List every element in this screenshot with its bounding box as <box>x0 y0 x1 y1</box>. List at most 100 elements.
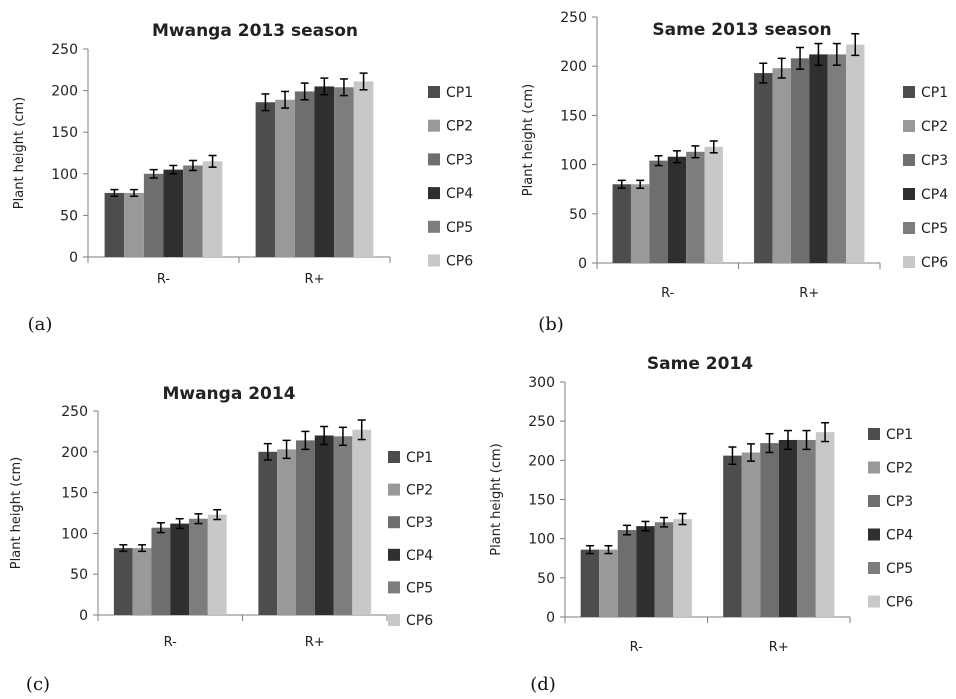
y-tick-label: 50 <box>537 571 555 587</box>
legend-label: CP5 <box>921 221 948 237</box>
bar-cp3-r-minus <box>649 160 668 263</box>
y-tick-label: 0 <box>69 250 78 266</box>
x-tick-label: R+ <box>799 286 819 301</box>
bar-cp4-r-minus <box>667 156 687 263</box>
legend-swatch <box>868 595 880 608</box>
bar-cp1-r-plus <box>255 102 276 257</box>
legend-label: CP2 <box>446 119 473 135</box>
chart-title: Same 2014 <box>647 354 753 374</box>
y-tick-label: 150 <box>61 486 88 502</box>
bar-cp4-r-minus <box>163 169 184 257</box>
legend-label: CP1 <box>886 427 913 443</box>
bar-cp4-r-minus <box>636 526 655 617</box>
bar-cp3-r-minus <box>151 527 171 615</box>
legend-swatch <box>428 187 440 200</box>
y-tick-label: 300 <box>528 375 555 391</box>
x-tick-label: R+ <box>305 272 325 287</box>
y-axis-label: Plant height (cm) <box>521 84 536 196</box>
y-tick-label: 250 <box>61 404 88 420</box>
legend-swatch <box>868 495 880 507</box>
x-tick-label: R- <box>164 635 178 650</box>
bar-cp4-r-plus <box>809 54 828 263</box>
legend-label: CP1 <box>921 85 948 101</box>
bar-cp2-r-minus <box>124 192 144 257</box>
x-tick-label: R- <box>630 640 644 655</box>
y-tick-label: 50 <box>569 207 587 223</box>
y-axis-label: Plant height (cm) <box>12 97 27 209</box>
legend-swatch <box>388 451 400 463</box>
legend-label: CP5 <box>886 561 913 577</box>
legend-swatch <box>388 548 400 561</box>
legend-label: CP3 <box>446 152 473 168</box>
y-tick-label: 50 <box>60 208 78 224</box>
bar-cp1-r-minus <box>612 184 631 263</box>
bar-cp3-r-plus <box>295 440 315 615</box>
bar-cp6-r-plus <box>353 81 374 257</box>
legend-swatch <box>428 220 440 233</box>
bar-cp2-r-minus <box>132 548 152 615</box>
bar-cp6-r-minus <box>673 519 692 617</box>
x-tick-label: R- <box>661 286 675 301</box>
y-tick-label: 200 <box>51 84 78 100</box>
legend-swatch <box>868 562 880 574</box>
legend: CP1 CP2 CP3 CP4 CP5 CP6 <box>428 85 473 270</box>
legend-label: CP4 <box>446 186 473 202</box>
legend-label: CP6 <box>446 254 473 270</box>
legend: CP1 CP2 CP3 CP4 CP5 CP6 <box>903 85 948 271</box>
legend-label: CP3 <box>921 153 948 169</box>
x-tick-label: R+ <box>769 640 789 655</box>
bar-cp5-r-plus <box>333 436 353 615</box>
legend-swatch <box>903 188 915 200</box>
legend-label: CP2 <box>886 461 913 477</box>
y-tick-label: 0 <box>79 608 88 624</box>
legend-label: CP6 <box>406 613 433 629</box>
legend-swatch <box>868 528 880 541</box>
legend-swatch <box>903 86 915 98</box>
y-axis-label: Plant height (cm) <box>9 457 24 569</box>
bar-cp3-r-minus <box>143 173 164 257</box>
y-tick-label: 200 <box>528 453 555 469</box>
legend-swatch <box>868 461 880 474</box>
legend-label: CP6 <box>886 595 913 611</box>
y-tick-label: 250 <box>51 42 78 58</box>
bar-cp3-r-plus <box>294 91 315 257</box>
bar-cp5-r-plus <box>797 439 816 617</box>
y-tick-label: 100 <box>51 167 78 183</box>
y-tick-label: 0 <box>546 610 555 626</box>
legend-swatch <box>388 614 400 626</box>
panel-label: (a) <box>28 314 53 335</box>
y-axis-label: Plant height (cm) <box>489 443 504 555</box>
chart-title: Same 2013 season <box>652 20 831 40</box>
bar-cp5-r-minus <box>183 165 203 257</box>
bar-cp6-r-minus <box>207 514 227 615</box>
y-tick-label: 50 <box>70 567 88 583</box>
legend-label: CP2 <box>921 119 948 135</box>
legend-swatch <box>903 222 915 234</box>
legend-label: CP1 <box>406 450 433 466</box>
x-tick-label: R- <box>157 272 171 287</box>
y-tick-label: 150 <box>560 108 587 124</box>
bar-cp4-r-plus <box>314 86 335 257</box>
panel-label: (d) <box>530 674 556 695</box>
legend-swatch <box>428 119 440 132</box>
y-tick-label: 250 <box>560 10 587 26</box>
panel-label: (c) <box>26 674 50 695</box>
bar-cp6-r-plus <box>352 429 372 615</box>
legend-label: CP4 <box>921 187 948 203</box>
legend-swatch <box>428 86 440 98</box>
legend-swatch <box>388 516 400 529</box>
bar-cp3-r-plus <box>790 58 810 263</box>
legend-swatch <box>868 428 880 440</box>
bar-cp5-r-plus <box>827 54 847 263</box>
bar-cp2-r-plus <box>277 449 296 615</box>
bar-cp3-r-minus <box>617 530 637 617</box>
panel-label: (b) <box>538 314 564 335</box>
bar-cp1-r-minus <box>580 549 600 617</box>
y-tick-label: 250 <box>528 414 555 430</box>
bar-cp2-r-minus <box>630 184 650 263</box>
y-tick-label: 100 <box>528 532 555 548</box>
y-tick-label: 200 <box>560 59 587 75</box>
chart-panel-b: (b) Same 2013 season Plant height (cm) 0 50 1… <box>521 10 948 335</box>
chart-title: Mwanga 2014 <box>162 384 295 404</box>
legend-label: CP3 <box>886 494 913 510</box>
